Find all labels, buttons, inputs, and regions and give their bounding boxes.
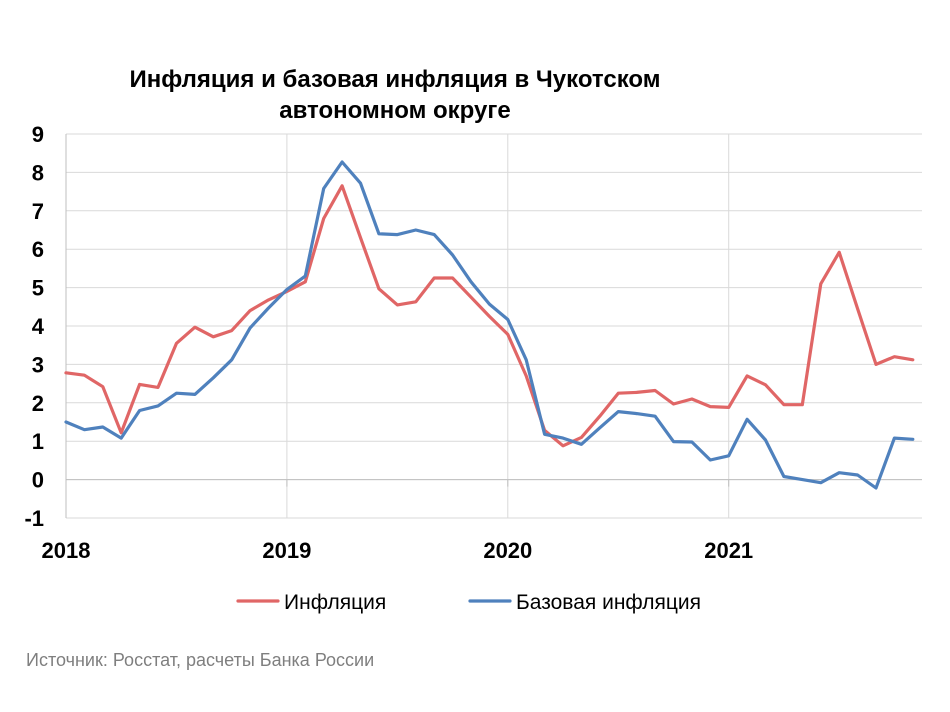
x-tick-label: 2018 xyxy=(42,538,91,563)
y-tick-label: 5 xyxy=(32,276,44,301)
x-tick-label: 2021 xyxy=(704,538,753,563)
series-line-core-inflation xyxy=(64,160,915,490)
y-axis: -1 0 1 2 3 4 5 6 7 8 9 xyxy=(24,122,67,531)
y-tick-label: 7 xyxy=(32,199,44,224)
line-chart: -1 0 1 2 3 4 5 6 7 8 9 2018 2019 2020 2021 Инфляция Ба… xyxy=(24,122,922,614)
y-tick-label: 2 xyxy=(32,391,44,416)
y-tick-label: -1 xyxy=(24,506,44,531)
y-tick-label: 1 xyxy=(32,429,44,454)
y-tick-label: 3 xyxy=(32,352,44,377)
chart-title-line-1: Инфляция и базовая инфляция в Чукотском xyxy=(129,66,661,93)
y-tick-label: 8 xyxy=(32,160,44,185)
y-tick-label: 0 xyxy=(32,468,44,493)
series-line-inflation xyxy=(64,184,915,448)
y-tick-label: 6 xyxy=(32,237,44,262)
y-tick-label: 4 xyxy=(32,314,45,339)
source-note: Источник: Росстат, расчеты Банка России xyxy=(26,650,375,670)
legend-label: Инфляция xyxy=(284,591,386,614)
legend: Инфляция Базовая инфляция xyxy=(236,591,701,614)
x-tick-label: 2019 xyxy=(262,538,311,563)
chart-title-line-2: автономном округе xyxy=(279,97,511,124)
x-tick-label: 2020 xyxy=(483,538,532,563)
legend-label: Базовая инфляция xyxy=(516,591,701,614)
legend-item: Базовая инфляция xyxy=(468,591,701,614)
series-lines xyxy=(64,160,915,490)
chart-title: Инфляция и базовая инфляция в Чукотском … xyxy=(100,64,690,126)
y-tick-label: 9 xyxy=(32,122,44,147)
legend-item: Инфляция xyxy=(236,591,386,614)
x-axis: 2018 2019 2020 2021 xyxy=(42,479,922,563)
